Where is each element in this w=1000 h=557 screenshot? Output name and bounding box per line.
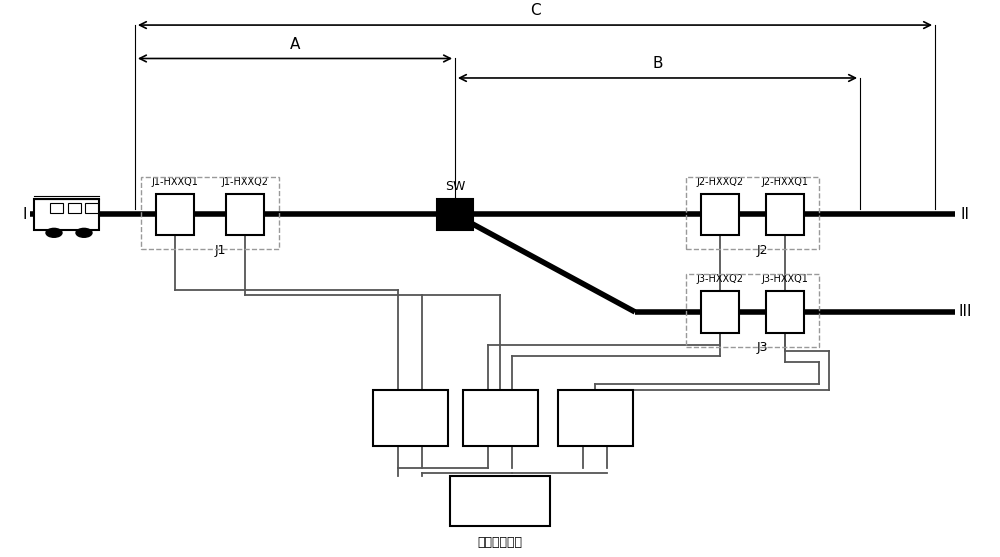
Text: 逻辑运算主机: 逻辑运算主机 bbox=[478, 536, 522, 549]
Circle shape bbox=[46, 228, 62, 237]
Text: SW: SW bbox=[445, 180, 465, 193]
Text: J2-HXXQ2: J2-HXXQ2 bbox=[696, 177, 744, 187]
Bar bbox=[558, 390, 633, 446]
Bar bbox=[701, 291, 739, 333]
Text: II: II bbox=[960, 207, 970, 222]
Bar bbox=[50, 203, 63, 213]
Bar bbox=[766, 194, 804, 235]
Bar bbox=[437, 199, 473, 230]
Text: J1: J1 bbox=[214, 244, 226, 257]
Bar bbox=[85, 203, 98, 213]
Bar bbox=[372, 390, 448, 446]
Text: J2-HXXQ1: J2-HXXQ1 bbox=[762, 177, 808, 187]
Bar bbox=[156, 194, 194, 235]
Text: A: A bbox=[290, 37, 300, 52]
Text: III: III bbox=[958, 305, 972, 319]
Text: I: I bbox=[23, 207, 27, 222]
Text: J1-HXXQ2: J1-HXXQ2 bbox=[222, 177, 268, 187]
Text: N: N bbox=[493, 492, 507, 510]
Bar bbox=[226, 194, 264, 235]
Text: B: B bbox=[652, 56, 663, 71]
Bar bbox=[462, 390, 538, 446]
Bar bbox=[34, 199, 99, 230]
Text: J1-HXXQ1: J1-HXXQ1 bbox=[152, 177, 198, 187]
Bar bbox=[766, 291, 804, 333]
Text: J3: J3 bbox=[757, 341, 768, 354]
Text: DET3: DET3 bbox=[575, 411, 615, 425]
Text: DET2: DET2 bbox=[480, 411, 520, 425]
Circle shape bbox=[76, 228, 92, 237]
Text: J2: J2 bbox=[757, 244, 768, 257]
Text: DET1: DET1 bbox=[390, 411, 430, 425]
Bar bbox=[68, 203, 81, 213]
Text: C: C bbox=[530, 3, 540, 18]
Bar bbox=[450, 476, 550, 526]
Bar bbox=[701, 194, 739, 235]
Text: J3-HXXQ2: J3-HXXQ2 bbox=[696, 275, 744, 284]
Text: J3-HXXQ1: J3-HXXQ1 bbox=[762, 275, 808, 284]
